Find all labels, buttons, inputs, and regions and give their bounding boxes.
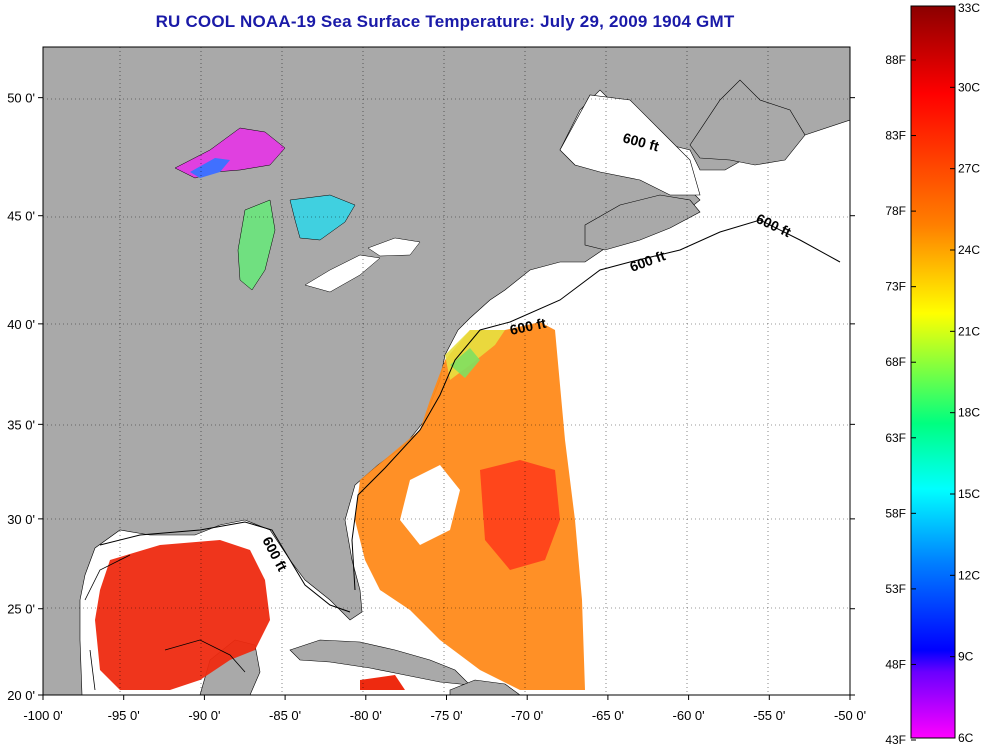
colorbar-fahrenheit-label: 58F <box>885 506 906 520</box>
lon-tick-label: -100 0' <box>23 708 62 723</box>
colorbar-celsius-label: 21C <box>958 324 980 338</box>
map-title: RU COOL NOAA-19 Sea Surface Temperature:… <box>155 12 735 31</box>
land-newfoundland <box>689 79 806 166</box>
colorbar-fahrenheit-label: 88F <box>885 53 906 67</box>
colorbar-celsius-label: 27C <box>958 162 980 176</box>
lon-tick-label: -55 0' <box>753 708 785 723</box>
colorbar-celsius-label: 12C <box>958 568 980 582</box>
lat-tick-label: 35 0' <box>7 417 35 432</box>
colorbar-fahrenheit-label: 68F <box>885 355 906 369</box>
colorbar-celsius-label: 9C <box>958 650 974 664</box>
grid <box>43 47 850 695</box>
lat-tick-label: 25 0' <box>7 602 35 617</box>
colorbar-celsius-label: 33C <box>958 1 980 15</box>
lake-superior-blue <box>190 158 230 178</box>
lat-tick-label: 20 0' <box>7 688 35 703</box>
lon-tick-label: -80 0' <box>350 708 382 723</box>
colorbar-fahrenheit-label: 48F <box>885 657 906 671</box>
land-nova-scotia <box>584 194 701 251</box>
sst-atlantic-orange <box>355 322 585 690</box>
colorbar-fahrenheit-label: 63F <box>885 431 906 445</box>
lake-ontario <box>367 237 421 257</box>
lake-erie <box>304 254 381 293</box>
sst-shelf-green <box>450 348 480 378</box>
colorbar <box>910 5 956 739</box>
lake-huron <box>289 194 356 241</box>
colorbar-celsius-label: 24C <box>958 243 980 257</box>
lat-tick-label: 45 0' <box>7 209 35 224</box>
lon-tick-label: -60 0' <box>673 708 705 723</box>
isobath-label-4: 600 ft <box>508 315 547 338</box>
sst-caribbean-red <box>360 675 405 690</box>
lat-axis: 20 0' 25 0' 30 0' 35 0' 40 0' 45 0' 50 0' <box>7 91 855 703</box>
lon-axis: -100 0' -95 0' -90 0' -85 0' -80 0' -75 0' -70… <box>23 695 866 723</box>
gulf-st-lawrence <box>559 94 701 196</box>
sst-atlantic-red <box>480 460 560 570</box>
lat-tick-label: 50 0' <box>7 91 35 106</box>
colorbar-fahrenheit-label: 83F <box>885 129 906 143</box>
sst-gulf-red <box>95 540 270 690</box>
colorbar-fahrenheit-label: 73F <box>885 280 906 294</box>
lon-tick-label: -70 0' <box>511 708 543 723</box>
lon-tick-label: -75 0' <box>430 708 462 723</box>
lon-tick-label: -95 0' <box>108 708 140 723</box>
sst-atlantic-cloud <box>400 465 460 545</box>
colorbar-celsius-label: 15C <box>958 487 980 501</box>
isobath-600ft <box>99 219 841 613</box>
land-hispaniola <box>449 679 521 695</box>
colorbar-fahrenheit-label: 53F <box>885 582 906 596</box>
map-body: 600 ft 600 ft 600 ft 600 ft 600 ft <box>43 47 850 695</box>
lake-michigan <box>237 199 276 291</box>
lon-tick-label: -50 0' <box>834 708 866 723</box>
lon-tick-label: -85 0' <box>269 708 301 723</box>
colorbar-celsius-label: 30C <box>958 80 980 94</box>
colorbar-ticks: 88F 83F 78F 73F 68F 63F 58F 53F 48F 43F 33C 30C 27C 2… <box>885 1 980 747</box>
lat-tick-label: 30 0' <box>7 512 35 527</box>
lat-tick-label: 40 0' <box>7 317 35 332</box>
lon-tick-label: -90 0' <box>188 708 220 723</box>
colorbar-celsius-label: 6C <box>958 731 974 745</box>
colorbar-celsius-label: 18C <box>958 406 980 420</box>
lon-tick-label: -65 0' <box>592 708 624 723</box>
colorbar-fahrenheit-label: 43F <box>885 733 906 747</box>
colorbar-fahrenheit-label: 78F <box>885 204 906 218</box>
